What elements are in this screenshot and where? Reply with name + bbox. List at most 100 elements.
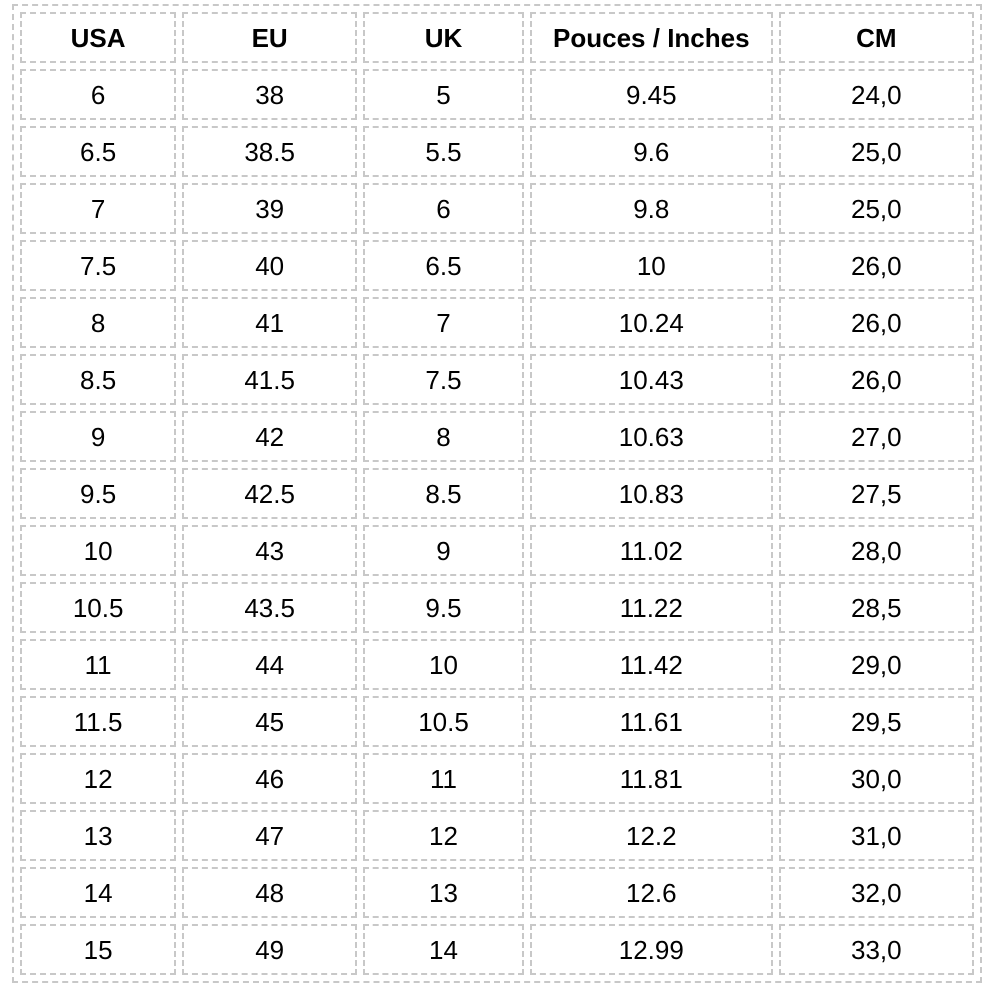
cell-uk: 8.5 <box>363 468 524 519</box>
cell-pouces_inches: 9.45 <box>529 69 773 120</box>
table-header: USA EU UK Pouces / Inches CM <box>20 12 974 63</box>
cell-uk: 5 <box>363 69 524 120</box>
cell-uk: 11 <box>363 753 524 804</box>
cell-eu: 38.5 <box>182 126 358 177</box>
cell-usa: 9 <box>20 411 177 462</box>
cell-usa: 11.5 <box>20 696 177 747</box>
cell-eu: 47 <box>182 810 358 861</box>
cell-eu: 46 <box>182 753 358 804</box>
cell-eu: 49 <box>182 924 358 975</box>
cell-uk: 7.5 <box>363 354 524 405</box>
cell-uk: 9 <box>363 525 524 576</box>
table-row: 11.5 45 10.5 11.61 29,5 <box>20 696 974 747</box>
cell-uk: 6 <box>363 183 524 234</box>
cell-pouces_inches: 10.43 <box>529 354 773 405</box>
cell-pouces_inches: 9.8 <box>529 183 773 234</box>
cell-usa: 15 <box>20 924 177 975</box>
table-row: 7 39 6 9.8 25,0 <box>20 183 974 234</box>
cell-cm: 26,0 <box>778 354 974 405</box>
cell-usa: 11 <box>20 639 177 690</box>
column-header-eu: EU <box>182 12 358 63</box>
cell-eu: 44 <box>182 639 358 690</box>
cell-uk: 10.5 <box>363 696 524 747</box>
cell-uk: 10 <box>363 639 524 690</box>
column-header-cm: CM <box>778 12 974 63</box>
cell-cm: 28,0 <box>778 525 974 576</box>
cell-pouces_inches: 10 <box>529 240 773 291</box>
cell-usa: 12 <box>20 753 177 804</box>
cell-cm: 26,0 <box>778 240 974 291</box>
cell-pouces_inches: 12.99 <box>529 924 773 975</box>
table-row: 12 46 11 11.81 30,0 <box>20 753 974 804</box>
cell-pouces_inches: 11.22 <box>529 582 773 633</box>
cell-cm: 29,5 <box>778 696 974 747</box>
cell-eu: 48 <box>182 867 358 918</box>
table-row: 10 43 9 11.02 28,0 <box>20 525 974 576</box>
cell-usa: 14 <box>20 867 177 918</box>
cell-pouces_inches: 10.83 <box>529 468 773 519</box>
cell-cm: 31,0 <box>778 810 974 861</box>
cell-pouces_inches: 10.24 <box>529 297 773 348</box>
cell-usa: 10.5 <box>20 582 177 633</box>
cell-pouces_inches: 11.02 <box>529 525 773 576</box>
cell-usa: 9.5 <box>20 468 177 519</box>
table-row: 13 47 12 12.2 31,0 <box>20 810 974 861</box>
cell-eu: 42.5 <box>182 468 358 519</box>
cell-cm: 26,0 <box>778 297 974 348</box>
cell-cm: 29,0 <box>778 639 974 690</box>
cell-cm: 25,0 <box>778 126 974 177</box>
cell-uk: 5.5 <box>363 126 524 177</box>
cell-cm: 24,0 <box>778 69 974 120</box>
cell-eu: 41.5 <box>182 354 358 405</box>
cell-usa: 13 <box>20 810 177 861</box>
table-row: 11 44 10 11.42 29,0 <box>20 639 974 690</box>
cell-uk: 9.5 <box>363 582 524 633</box>
cell-usa: 6.5 <box>20 126 177 177</box>
header-row: USA EU UK Pouces / Inches CM <box>20 12 974 63</box>
table-row: 9.5 42.5 8.5 10.83 27,5 <box>20 468 974 519</box>
cell-cm: 27,0 <box>778 411 974 462</box>
column-header-uk: UK <box>363 12 524 63</box>
cell-uk: 8 <box>363 411 524 462</box>
cell-eu: 42 <box>182 411 358 462</box>
table-row: 15 49 14 12.99 33,0 <box>20 924 974 975</box>
cell-uk: 14 <box>363 924 524 975</box>
table-row: 7.5 40 6.5 10 26,0 <box>20 240 974 291</box>
cell-usa: 8.5 <box>20 354 177 405</box>
cell-pouces_inches: 12.2 <box>529 810 773 861</box>
cell-eu: 43 <box>182 525 358 576</box>
cell-eu: 41 <box>182 297 358 348</box>
cell-usa: 7.5 <box>20 240 177 291</box>
cell-usa: 6 <box>20 69 177 120</box>
cell-uk: 12 <box>363 810 524 861</box>
table-row: 8 41 7 10.24 26,0 <box>20 297 974 348</box>
cell-pouces_inches: 10.63 <box>529 411 773 462</box>
table-row: 6 38 5 9.45 24,0 <box>20 69 974 120</box>
cell-eu: 40 <box>182 240 358 291</box>
table-row: 14 48 13 12.6 32,0 <box>20 867 974 918</box>
table-row: 8.5 41.5 7.5 10.43 26,0 <box>20 354 974 405</box>
cell-eu: 43.5 <box>182 582 358 633</box>
cell-cm: 32,0 <box>778 867 974 918</box>
cell-pouces_inches: 9.6 <box>529 126 773 177</box>
table-body: 6 38 5 9.45 24,0 6.5 38.5 5.5 9.6 25,0 7 39 6 9.8 25,0… <box>20 69 974 975</box>
cell-uk: 6.5 <box>363 240 524 291</box>
size-conversion-table: USA EU UK Pouces / Inches CM 6 38 5 9.45 24,0 6.5… <box>12 4 982 983</box>
column-header-usa: USA <box>20 12 177 63</box>
table-row: 6.5 38.5 5.5 9.6 25,0 <box>20 126 974 177</box>
cell-cm: 28,5 <box>778 582 974 633</box>
cell-uk: 13 <box>363 867 524 918</box>
cell-cm: 30,0 <box>778 753 974 804</box>
cell-eu: 39 <box>182 183 358 234</box>
cell-pouces_inches: 11.61 <box>529 696 773 747</box>
cell-cm: 25,0 <box>778 183 974 234</box>
cell-eu: 45 <box>182 696 358 747</box>
cell-usa: 7 <box>20 183 177 234</box>
cell-eu: 38 <box>182 69 358 120</box>
cell-usa: 10 <box>20 525 177 576</box>
cell-pouces_inches: 12.6 <box>529 867 773 918</box>
table-row: 9 42 8 10.63 27,0 <box>20 411 974 462</box>
cell-pouces_inches: 11.81 <box>529 753 773 804</box>
cell-usa: 8 <box>20 297 177 348</box>
